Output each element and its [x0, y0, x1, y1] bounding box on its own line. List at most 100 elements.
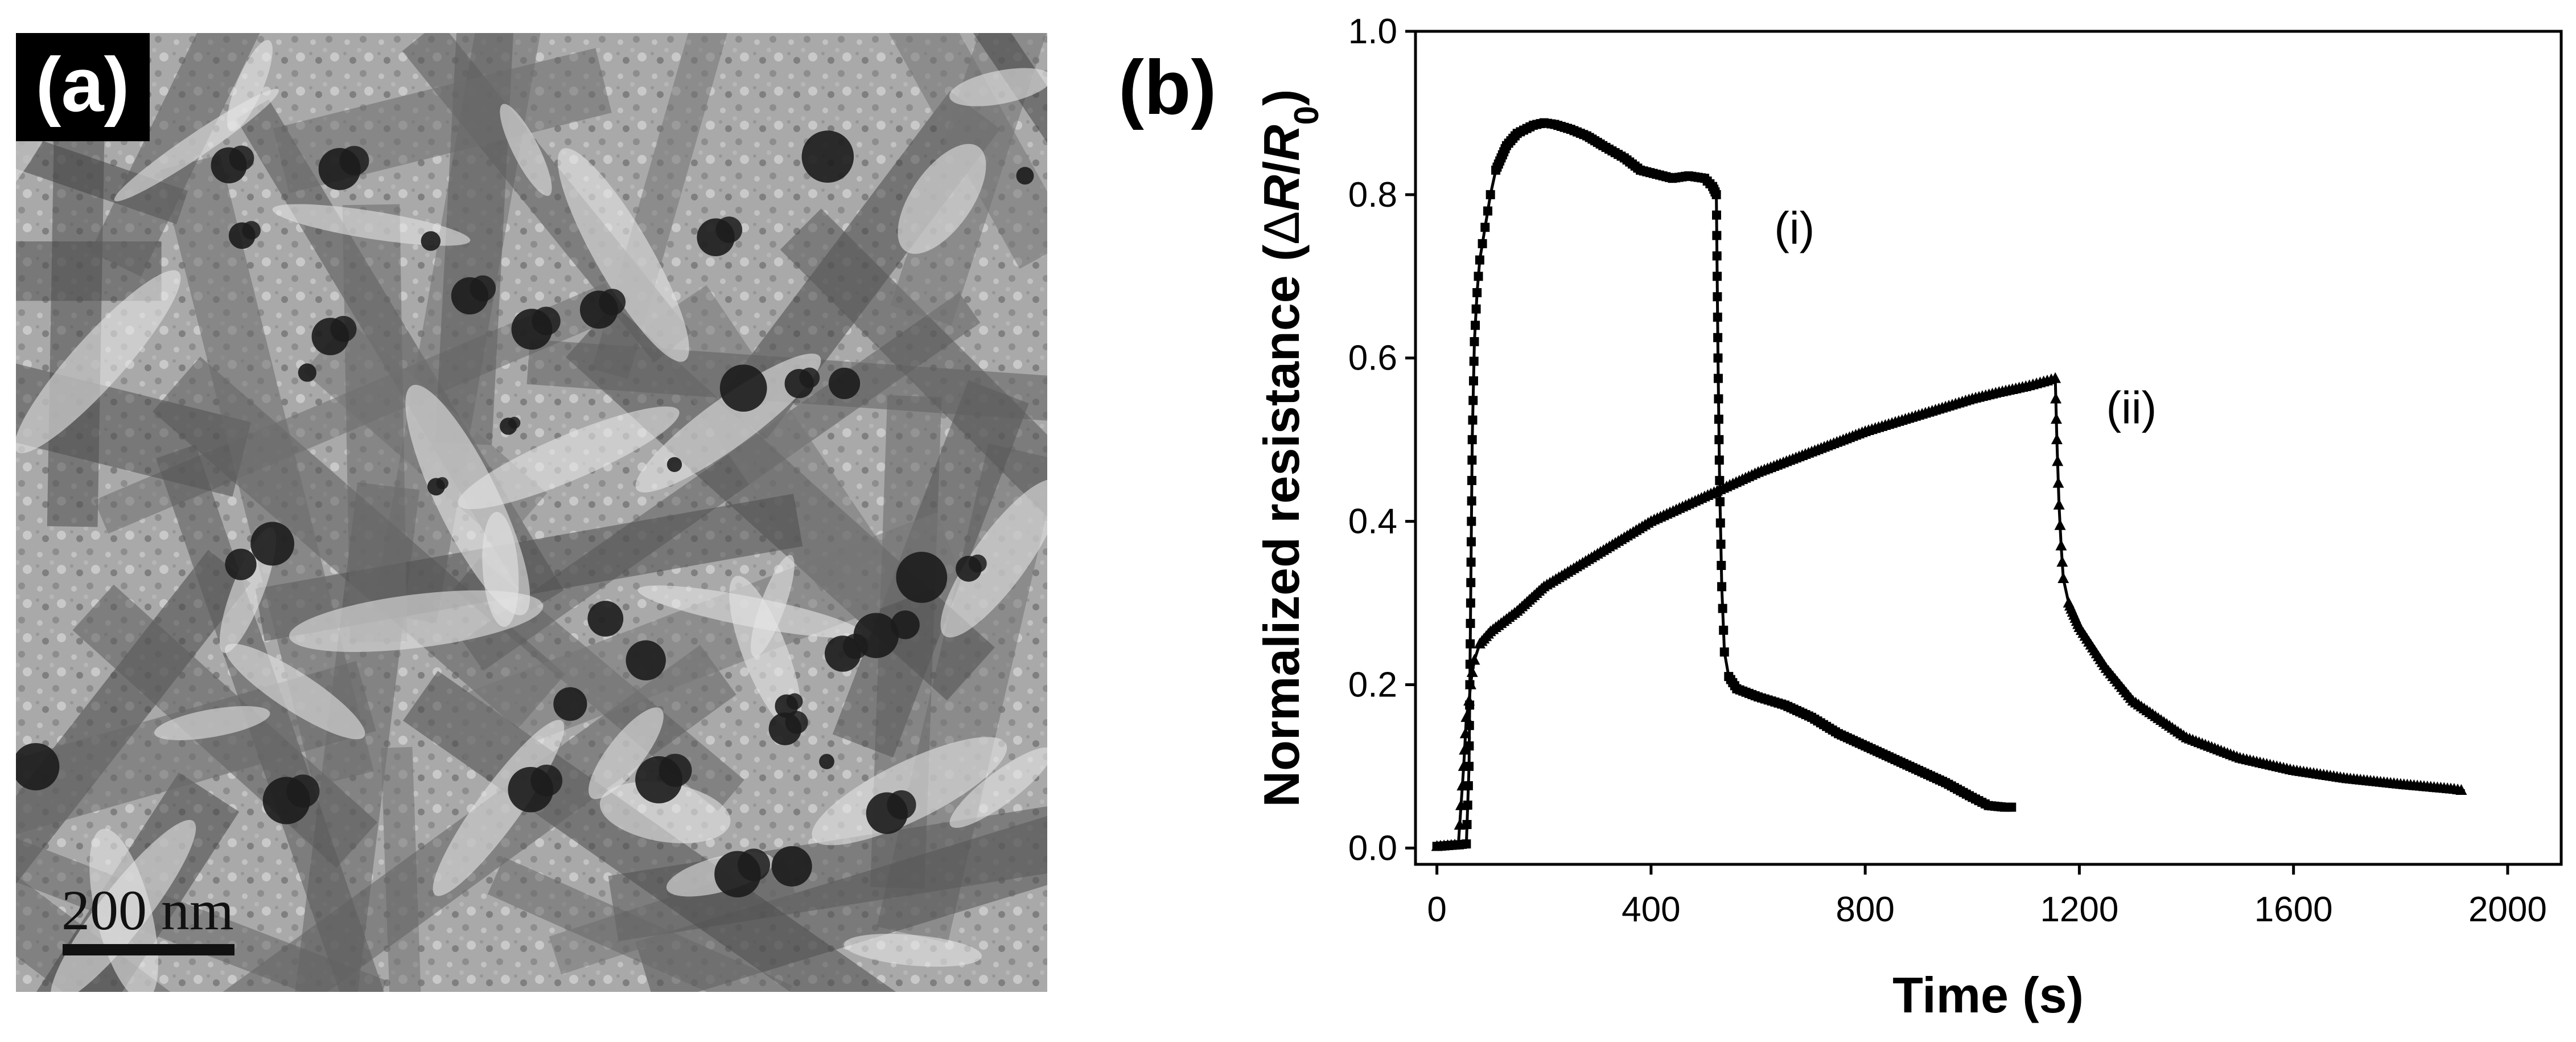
series-annotation: (ii) — [2106, 382, 2157, 433]
tem-fiber — [487, 857, 793, 992]
data-point — [1713, 374, 1723, 383]
data-point — [1719, 625, 1729, 635]
data-point — [1715, 475, 1725, 485]
tem-particle — [1016, 167, 1034, 185]
tem-light-region — [729, 576, 801, 731]
data-point — [2057, 572, 2069, 583]
tem-fiber — [90, 33, 294, 277]
tem-particle — [887, 790, 916, 820]
tem-particle — [330, 315, 357, 342]
tem-particle — [229, 145, 254, 171]
tem-particle — [587, 601, 624, 637]
data-point — [1713, 272, 1722, 281]
data-point — [1717, 582, 1727, 592]
data-point — [1466, 537, 1476, 547]
y-tick-label: 0.2 — [1348, 665, 1397, 704]
data-point — [1714, 394, 1723, 404]
data-point — [1466, 639, 1475, 649]
data-point — [2050, 392, 2062, 404]
panel-a-label: (a) — [36, 42, 130, 128]
tem-light-region — [154, 706, 270, 740]
data-point — [1713, 333, 1723, 342]
data-point — [1467, 516, 1476, 526]
y-tick-label: 0.4 — [1348, 502, 1397, 541]
tem-fiber — [915, 33, 1047, 282]
tem-particle — [626, 640, 666, 680]
data-point — [2455, 783, 2467, 795]
tem-particle — [286, 774, 320, 808]
tem-particle — [470, 275, 496, 302]
data-point — [1713, 353, 1723, 363]
tem-particle — [225, 548, 257, 580]
data-point — [1467, 456, 1477, 465]
data-point — [1718, 604, 1727, 613]
tem-particle — [553, 687, 587, 721]
x-tick-label: 1600 — [2254, 890, 2333, 929]
y-tick-label: 1.0 — [1348, 12, 1397, 51]
data-point — [1466, 618, 1475, 628]
panel-b-label: (b) — [1118, 44, 1216, 130]
data-point — [1468, 376, 1478, 385]
tem-particle — [896, 552, 948, 603]
panel-a-label-box — [16, 33, 150, 141]
tem-light-region — [458, 406, 680, 510]
scale-bar — [63, 944, 234, 955]
y-label-r: R — [1253, 175, 1310, 211]
tem-particle — [737, 848, 770, 881]
x-tick-label: 800 — [1836, 890, 1894, 929]
data-point — [2053, 498, 2065, 510]
tem-particle — [785, 711, 808, 734]
data-point — [1466, 557, 1476, 567]
tem-light-region — [588, 707, 664, 799]
y-label-delta: Δ — [1253, 211, 1310, 245]
data-point — [1463, 801, 1472, 810]
data-point — [2052, 455, 2064, 466]
data-point — [2054, 519, 2066, 530]
data-point — [1716, 539, 1726, 549]
data-point — [1467, 496, 1476, 506]
data-point — [1714, 415, 1723, 424]
x-tick-label: 400 — [1622, 890, 1680, 929]
tem-particle — [801, 130, 854, 183]
data-point — [1719, 647, 1729, 657]
data-point — [1478, 239, 1487, 248]
data-point — [2055, 539, 2067, 551]
data-point — [1713, 292, 1722, 302]
y-tick-label: 0.0 — [1348, 828, 1397, 868]
tem-particle — [968, 554, 987, 573]
tem-light-region — [843, 934, 982, 967]
tem-particle — [659, 753, 692, 787]
tem-light-regions — [16, 40, 1047, 992]
tem-particle — [242, 221, 261, 240]
data-point — [2050, 413, 2062, 424]
tem-light-region — [500, 104, 552, 196]
tem-particle — [599, 289, 626, 315]
data-point — [1715, 497, 1725, 507]
tem-particle — [530, 764, 563, 797]
y-axis-ticks: 0.0 0.2 0.4 0.6 0.8 1.0 — [1348, 12, 1415, 868]
data-point — [2051, 433, 2063, 445]
tem-particle — [436, 477, 448, 490]
series-1 — [1432, 118, 2017, 851]
y-label-slash: / — [1253, 161, 1310, 175]
data-point — [1712, 210, 1722, 220]
data-point — [1469, 356, 1479, 366]
x-axis-label: Time (s) — [1892, 967, 2084, 1023]
data-point — [1463, 695, 1475, 706]
data-point — [1712, 251, 1722, 261]
series-2 — [1431, 372, 2467, 851]
tem-light-region — [433, 720, 565, 896]
data-point — [1480, 223, 1490, 232]
tem-light-region — [272, 204, 471, 246]
tem-light-region — [557, 148, 689, 362]
data-point — [1458, 760, 1470, 771]
tem-particle — [842, 634, 869, 659]
data-point — [1459, 727, 1471, 739]
y-tick-label: 0.6 — [1348, 339, 1397, 378]
tem-light-region — [16, 270, 181, 453]
tem-light-region — [225, 643, 365, 740]
tem-fiber — [435, 33, 519, 445]
x-axis-ticks: 0 400 800 1200 1600 2000 — [1427, 864, 2547, 929]
data-point — [1714, 435, 1724, 445]
